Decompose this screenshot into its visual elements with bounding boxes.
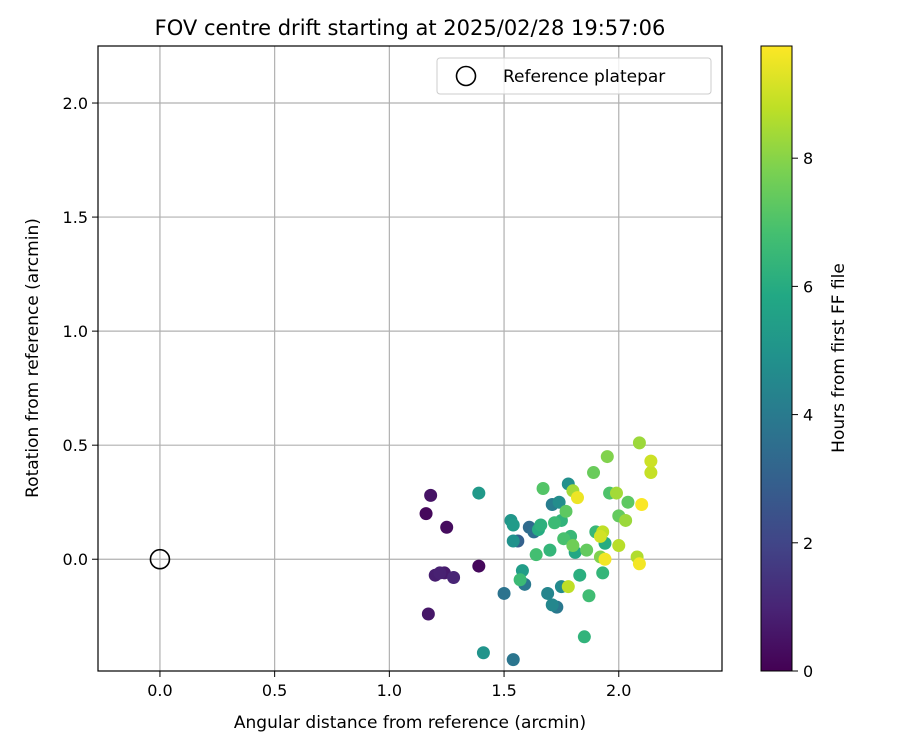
data-point (497, 586, 511, 600)
data-point (598, 552, 612, 566)
x-tick-label: 0.0 (147, 681, 172, 700)
data-point (552, 495, 566, 509)
colorbar-tick-label: 2 (803, 534, 813, 553)
y-tick-label: 0.5 (63, 436, 88, 455)
data-point (506, 653, 520, 667)
legend-frame (436, 57, 712, 95)
data-point (472, 559, 486, 573)
data-point (577, 630, 591, 644)
colorbar-tick-label: 0 (803, 662, 813, 681)
data-point (609, 486, 623, 500)
data-point (570, 491, 584, 505)
y-tick-label: 1.0 (63, 322, 88, 341)
data-point (506, 534, 520, 548)
data-point (632, 557, 646, 571)
data-point (536, 482, 550, 496)
data-point (541, 586, 555, 600)
data-point (587, 466, 601, 480)
y-axis-ticks: 0.0 0.5 1.0 1.5 2.0 (63, 94, 98, 569)
data-point (506, 518, 520, 532)
legend-marker-icon (455, 65, 477, 87)
data-point (513, 573, 527, 587)
colorbar-tick-label: 8 (803, 149, 813, 168)
reference-point (149, 548, 171, 570)
data-point (644, 466, 658, 480)
data-point (472, 486, 486, 500)
data-point (635, 497, 649, 511)
data-point (548, 516, 562, 530)
y-tick-label: 1.5 (63, 208, 88, 227)
data-point (557, 532, 571, 546)
data-point (440, 520, 454, 534)
colorbar-ticks: 0 2 4 6 8 (792, 149, 813, 681)
reference-marker (149, 548, 171, 570)
grid-lines (98, 46, 722, 671)
data-point (559, 504, 573, 518)
data-point (582, 589, 596, 603)
colorbar-tick-label: 6 (803, 277, 813, 296)
data-point (632, 436, 646, 450)
chart-title: FOV centre drift starting at 2025/02/28 … (155, 16, 666, 40)
legend-label: Reference platepar (503, 67, 665, 87)
x-tick-label: 0.5 (262, 681, 287, 700)
data-point (529, 548, 543, 562)
legend: Reference platepar (436, 57, 712, 95)
colorbar: 0 2 4 6 8 Hours from first FF file (760, 45, 849, 681)
data-point (580, 543, 594, 557)
data-point (573, 568, 587, 582)
data-point (596, 566, 610, 580)
colorbar-frame (760, 45, 793, 672)
colorbar-tick-label: 4 (803, 406, 813, 425)
data-point (621, 495, 635, 509)
data-points (419, 436, 658, 667)
colorbar-gradient (761, 46, 792, 671)
data-point (419, 507, 433, 521)
colorbar-label: Hours from first FF file (829, 263, 849, 453)
data-point (433, 566, 447, 580)
data-point (543, 543, 557, 557)
x-tick-label: 2.0 (606, 681, 631, 700)
data-point (593, 529, 607, 543)
data-point (600, 450, 614, 464)
data-point (566, 539, 580, 553)
x-tick-label: 1.5 (491, 681, 516, 700)
data-point (421, 607, 435, 621)
data-point (534, 518, 548, 532)
data-point (476, 646, 490, 660)
data-point (561, 580, 575, 594)
data-point (612, 539, 626, 553)
y-axis-label: Rotation from reference (arcmin) (23, 218, 43, 498)
x-tick-label: 1.0 (377, 681, 402, 700)
data-point (447, 570, 461, 584)
data-point (644, 454, 658, 468)
y-tick-label: 2.0 (63, 94, 88, 113)
x-axis-ticks: 0.0 0.5 1.0 1.5 2.0 (147, 671, 631, 700)
data-point (424, 488, 438, 502)
plot-frame (97, 45, 723, 672)
x-axis-label: Angular distance from reference (arcmin) (234, 713, 586, 733)
data-point (545, 598, 559, 612)
y-tick-label: 0.0 (63, 550, 88, 569)
data-point (619, 513, 633, 527)
